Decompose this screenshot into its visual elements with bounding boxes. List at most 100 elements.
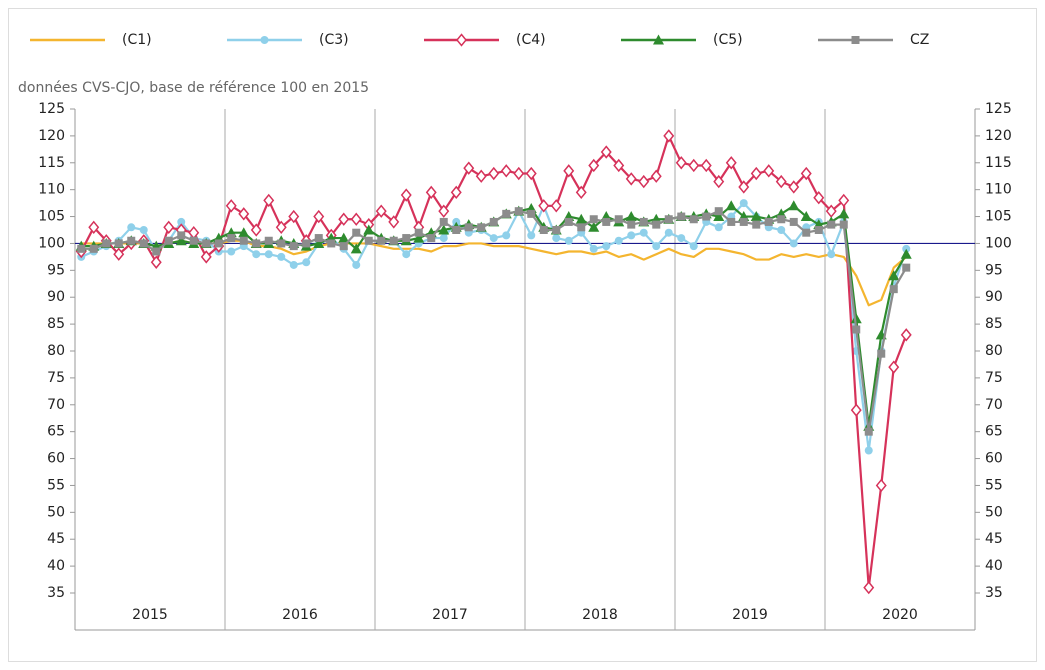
data-point: [752, 220, 761, 229]
data-point: [500, 164, 512, 178]
data-point: [600, 145, 612, 159]
data-point: [177, 217, 186, 226]
data-point: [375, 204, 387, 218]
data-point: [477, 223, 486, 232]
data-point: [377, 236, 386, 245]
data-point: [264, 236, 273, 245]
data-point: [788, 180, 800, 194]
data-point: [513, 166, 525, 181]
data-point: [588, 221, 600, 232]
data-point: [189, 236, 198, 245]
data-point: [389, 236, 398, 245]
data-point: [750, 166, 762, 181]
data-point: [450, 185, 462, 200]
data-point: [350, 243, 362, 254]
data-point: [589, 215, 598, 224]
data-point: [714, 207, 723, 216]
data-point: [239, 236, 248, 245]
data-point: [275, 220, 287, 234]
data-point: [813, 191, 825, 205]
data-point: [289, 242, 298, 251]
legend-label: (C3): [319, 32, 349, 48]
legend-label: (C4): [516, 32, 546, 48]
data-point: [777, 215, 786, 224]
y-tick-label: 125: [38, 101, 65, 117]
y-tick-label: 105: [38, 209, 65, 225]
y2-tick-label: 40: [985, 558, 1003, 574]
y2-tick-label: 100: [985, 235, 1012, 251]
data-point: [252, 239, 261, 248]
y2-tick-label: 95: [985, 262, 1003, 278]
data-point: [288, 209, 300, 224]
data-point: [150, 255, 162, 269]
data-point: [838, 208, 850, 219]
x-tick-label: 2020: [882, 607, 918, 623]
data-point: [900, 248, 912, 259]
data-point: [489, 217, 498, 226]
data-point: [313, 237, 325, 248]
data-point: [877, 349, 886, 358]
legend-marker: [851, 36, 860, 44]
data-point: [400, 188, 412, 202]
data-point: [263, 193, 275, 208]
y-tick-label: 80: [47, 343, 65, 359]
data-point: [127, 223, 136, 232]
data-point: [589, 244, 598, 253]
data-point: [514, 207, 523, 216]
legend-marker: [260, 36, 269, 44]
data-point: [675, 156, 687, 170]
y2-tick-label: 35: [985, 585, 1003, 601]
y-tick-label: 35: [47, 585, 65, 601]
data-point: [175, 235, 187, 246]
data-point: [627, 231, 636, 240]
data-point: [102, 239, 111, 248]
data-point: [439, 234, 448, 243]
data-point: [488, 166, 500, 181]
data-point: [888, 270, 900, 281]
data-point: [475, 169, 487, 183]
data-point: [114, 239, 123, 248]
data-point: [539, 226, 548, 234]
y2-tick-label: 120: [985, 128, 1012, 144]
data-point: [527, 209, 536, 218]
chart-subtitle: données CVS-CJO, base de référence 100 e…: [18, 80, 369, 96]
data-point: [227, 234, 236, 243]
data-point: [602, 217, 611, 226]
y-tick-label: 70: [47, 397, 65, 413]
y2-tick-label: 105: [985, 209, 1012, 225]
data-point: [652, 220, 661, 229]
data-point: [438, 224, 450, 235]
data-point: [177, 231, 186, 240]
data-point: [139, 239, 148, 248]
y2-tick-label: 80: [985, 343, 1003, 359]
y2-tick-label: 45: [985, 531, 1003, 547]
data-point: [839, 220, 848, 229]
data-point: [789, 217, 798, 226]
data-point: [750, 211, 762, 222]
data-point: [527, 231, 536, 240]
data-point: [338, 212, 350, 226]
data-point: [563, 164, 575, 178]
y-tick-label: 90: [47, 289, 65, 305]
data-point: [425, 185, 437, 200]
x-tick-label: 2016: [282, 607, 318, 623]
data-point: [664, 215, 673, 224]
data-point: [139, 226, 148, 234]
data-point: [525, 166, 537, 181]
data-point: [225, 199, 237, 213]
data-point: [664, 228, 673, 237]
data-point: [438, 204, 450, 218]
data-point: [863, 580, 875, 595]
data-point: [639, 228, 648, 237]
data-point: [638, 174, 650, 189]
series-line: [80, 134, 908, 589]
data-point: [789, 239, 798, 248]
y2-tick-label: 115: [985, 155, 1012, 171]
data-point: [838, 193, 850, 208]
data-point: [575, 213, 587, 224]
data-point: [302, 239, 311, 248]
data-point: [363, 224, 375, 235]
y-tick-label: 40: [47, 558, 65, 574]
data-point: [489, 234, 498, 243]
